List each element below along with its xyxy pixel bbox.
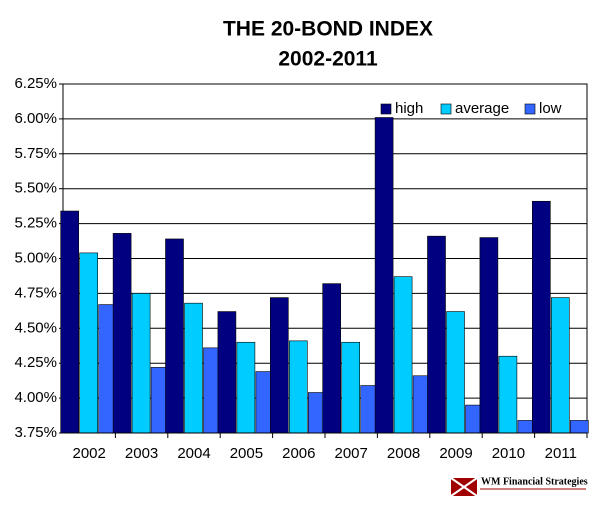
bar	[569, 420, 589, 434]
y-tick-label: 6.25%	[14, 75, 57, 92]
y-tick-label: 3.75%	[14, 424, 57, 441]
y-tick-label: 5.25%	[14, 215, 57, 232]
y-tick-label: 4.75%	[14, 284, 57, 301]
x-tick-label: 2010	[492, 445, 525, 462]
y-tick-label: 5.50%	[14, 180, 57, 197]
legend-label: high	[395, 100, 423, 117]
bar	[427, 235, 446, 434]
bar	[322, 283, 342, 434]
bar	[269, 297, 289, 434]
chart-title: THE 20-BOND INDEX	[223, 18, 433, 41]
x-tick-label: 2005	[230, 445, 263, 462]
bar	[184, 302, 203, 434]
legend-swatch	[524, 103, 536, 115]
x-tick-label: 2009	[439, 445, 472, 462]
bar	[165, 238, 184, 434]
y-tick-label: 4.25%	[14, 354, 57, 371]
x-tick-label: 2003	[125, 445, 158, 462]
watermark: WM Financial Strategies	[481, 476, 588, 487]
bar	[236, 341, 256, 434]
legend-swatch	[380, 103, 392, 115]
bar	[446, 311, 465, 434]
watermark-logo	[450, 477, 586, 497]
bar	[498, 355, 518, 434]
bar	[393, 276, 413, 434]
bar	[217, 311, 237, 434]
bar	[374, 117, 394, 434]
chart-subtitle: 2002-2011	[278, 48, 378, 71]
bar	[288, 340, 308, 434]
x-tick-label: 2008	[387, 445, 420, 462]
bar	[550, 297, 570, 434]
bar	[131, 293, 151, 434]
bar	[531, 200, 551, 434]
bar	[479, 237, 499, 434]
bar	[60, 210, 80, 434]
y-tick-label: 4.00%	[14, 389, 57, 406]
legend-label: low	[539, 100, 562, 117]
bar	[112, 233, 132, 434]
x-tick-label: 2007	[335, 445, 368, 462]
x-tick-label: 2002	[73, 445, 106, 462]
legend-swatch	[440, 103, 452, 115]
y-tick-label: 4.50%	[14, 319, 57, 336]
y-tick-label: 6.00%	[14, 110, 57, 127]
x-tick-label: 2011	[545, 445, 577, 462]
bar	[341, 341, 361, 434]
x-tick-label: 2004	[177, 445, 210, 462]
y-tick-label: 5.75%	[14, 145, 57, 162]
bar	[79, 252, 98, 434]
legend-label: average	[455, 100, 509, 117]
y-tick-label: 5.00%	[14, 249, 57, 266]
x-tick-label: 2006	[282, 445, 315, 462]
